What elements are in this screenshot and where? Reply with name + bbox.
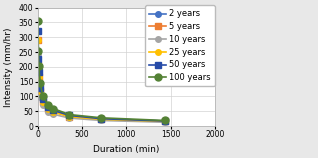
50 years: [36, 30, 40, 32]
2 years: [37, 58, 40, 60]
100 years: [38, 82, 42, 84]
10 years: [67, 117, 71, 119]
Line: 100 years: 100 years: [34, 18, 169, 124]
Y-axis label: Intensity (mm/hr): Intensity (mm/hr): [4, 27, 13, 107]
5 years: [37, 64, 40, 66]
25 years: [100, 118, 103, 120]
50 years: [52, 109, 55, 111]
50 years: [163, 120, 167, 122]
50 years: [38, 87, 42, 89]
100 years: [46, 104, 50, 106]
5 years: [37, 76, 41, 78]
Line: 5 years: 5 years: [35, 37, 168, 124]
25 years: [41, 101, 45, 103]
2 years: [41, 98, 45, 100]
100 years: [100, 117, 103, 119]
100 years: [52, 108, 55, 110]
50 years: [41, 98, 45, 100]
100 years: [37, 51, 40, 52]
10 years: [36, 53, 40, 55]
5 years: [67, 116, 71, 118]
Line: 10 years: 10 years: [35, 51, 168, 125]
10 years: [37, 84, 41, 86]
2 years: [163, 120, 167, 122]
5 years: [41, 101, 45, 103]
2 years: [38, 87, 42, 89]
5 years: [38, 91, 42, 92]
2 years: [36, 30, 40, 32]
10 years: [52, 113, 55, 115]
10 years: [41, 104, 45, 106]
100 years: [36, 20, 40, 22]
2 years: [46, 106, 50, 108]
25 years: [36, 39, 40, 41]
10 years: [46, 111, 50, 112]
10 years: [163, 121, 167, 123]
25 years: [38, 91, 42, 92]
50 years: [100, 118, 103, 120]
50 years: [46, 106, 50, 108]
5 years: [100, 118, 103, 120]
25 years: [163, 120, 167, 122]
Legend: 2 years, 5 years, 10 years, 25 years, 50 years, 100 years: 2 years, 5 years, 10 years, 25 years, 50…: [145, 5, 215, 86]
50 years: [37, 71, 41, 73]
5 years: [46, 108, 50, 110]
100 years: [37, 65, 41, 67]
Line: 2 years: 2 years: [35, 29, 168, 124]
10 years: [100, 120, 103, 122]
2 years: [52, 109, 55, 111]
100 years: [41, 95, 45, 97]
50 years: [37, 58, 40, 60]
25 years: [67, 116, 71, 118]
25 years: [37, 64, 40, 66]
10 years: [38, 96, 42, 98]
2 years: [67, 115, 71, 116]
5 years: [36, 39, 40, 41]
5 years: [52, 111, 55, 113]
25 years: [37, 76, 41, 78]
25 years: [52, 111, 55, 113]
2 years: [37, 71, 41, 73]
100 years: [67, 114, 71, 115]
Line: 50 years: 50 years: [35, 29, 168, 124]
100 years: [163, 120, 167, 122]
Line: 25 years: 25 years: [35, 37, 168, 124]
10 years: [37, 74, 40, 76]
25 years: [46, 108, 50, 110]
2 years: [100, 118, 103, 120]
5 years: [163, 120, 167, 122]
50 years: [67, 115, 71, 116]
X-axis label: Duration (min): Duration (min): [93, 145, 160, 154]
